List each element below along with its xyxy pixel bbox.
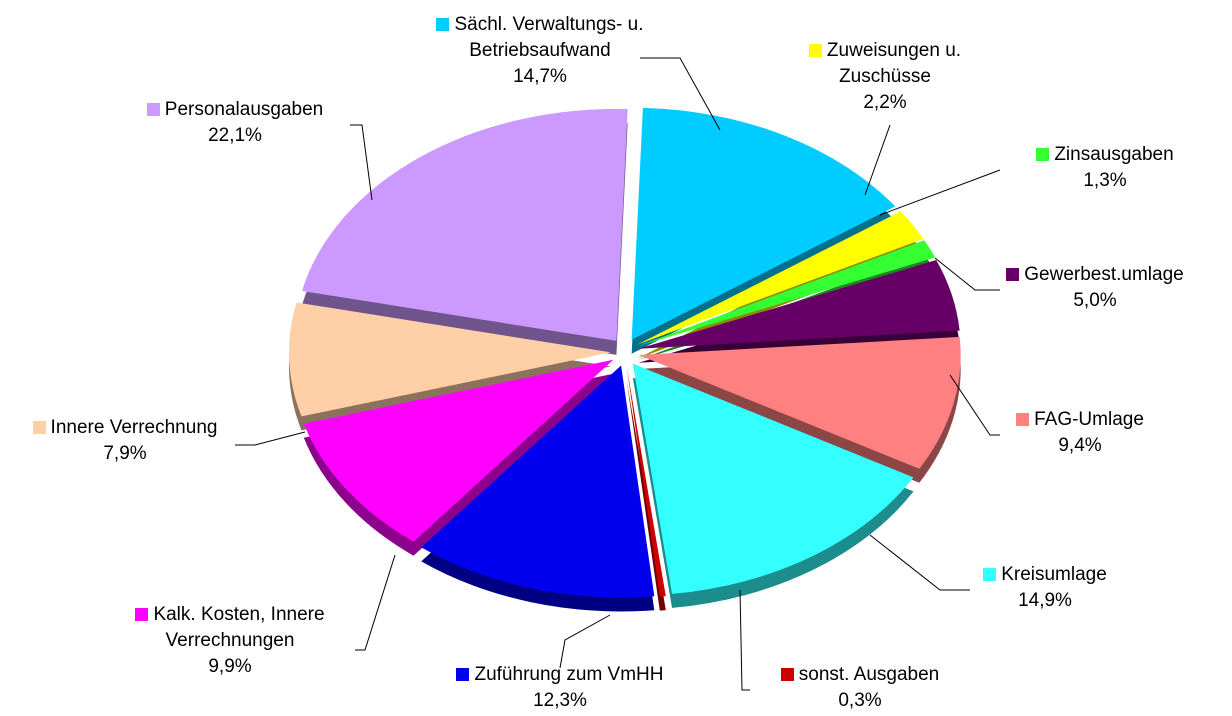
value-label: 12,3% (533, 690, 587, 711)
slice-label: FAG-Umlage 9,4% (980, 407, 1180, 459)
legend-key (983, 568, 997, 581)
legend-key (1036, 148, 1050, 161)
slice (631, 107, 896, 340)
slice (303, 359, 614, 542)
value-label: 9,9% (208, 656, 252, 677)
slice (636, 211, 924, 345)
leader-line (739, 589, 750, 691)
slice-label: Zuweisungen u. Zuschüsse 2,2% (785, 38, 985, 116)
value-label: 22,1% (208, 125, 262, 146)
value-label: 2,2% (863, 92, 907, 113)
slice-label: Gewerbest.umlage 5,0% (985, 262, 1205, 314)
legend-key (808, 44, 822, 57)
category-name: Kalk. Kosten, Innere Verrechnungen (153, 604, 325, 651)
category-name: Gewerbest.umlage (1024, 264, 1184, 285)
slice (638, 260, 960, 349)
legend-key (1006, 268, 1020, 281)
value-label: 14,7% (513, 66, 567, 87)
leader-line (355, 554, 396, 651)
slice-label: sonst. Ausgaben 0,3% (740, 662, 980, 714)
legend-key (780, 668, 794, 681)
category-name: Sächl. Verwaltungs- u. Betriebsaufwand (454, 14, 644, 61)
slice-label: Kalk. Kosten, Innere Verrechnungen 9,9% (100, 602, 360, 680)
slice (626, 365, 666, 597)
slice (632, 363, 914, 594)
leader-line (869, 534, 970, 591)
category-name: Zuführung zum VmHH (474, 664, 664, 685)
category-name: Innere Verrechnung (50, 417, 218, 438)
legend-key (436, 18, 450, 31)
slice-label: Zuführung zum VmHH 12,3% (420, 662, 700, 714)
value-label: 9,4% (1058, 435, 1102, 456)
value-label: 7,9% (103, 443, 147, 464)
category-name: sonst. Ausgaben (798, 664, 940, 685)
value-label: 0,3% (838, 690, 882, 711)
slice (301, 108, 628, 341)
legend-key (1016, 413, 1030, 426)
value-label: 14,9% (1018, 590, 1072, 611)
legend-key (32, 421, 46, 434)
category-name: FAG-Umlage (1034, 409, 1144, 430)
category-name: Zinsausgaben (1054, 144, 1174, 165)
leader-line (949, 374, 1000, 436)
legend-key (135, 608, 149, 621)
leader-line (640, 57, 721, 131)
slice-label: Sächl. Verwaltungs- u. Betriebsaufwand 14… (380, 12, 700, 90)
legend-key (456, 668, 470, 681)
value-label: 5,0% (1073, 290, 1117, 311)
value-label: 1,3% (1083, 170, 1127, 191)
slice (637, 240, 936, 347)
leader-line (235, 431, 306, 446)
category-name: Kreisumlage (1001, 564, 1107, 585)
leader-line (559, 614, 611, 669)
legend-key (146, 103, 160, 116)
slice-label: Zinsausgaben 1,3% (1005, 142, 1205, 194)
slice (421, 365, 655, 598)
slice-label: Kreisumlage 14,9% (945, 562, 1145, 614)
slice (289, 302, 612, 417)
leader-line (864, 124, 891, 196)
slice-label: Innere Verrechnung 7,9% (0, 415, 255, 467)
category-name: Zuweisungen u. Zuschüsse (826, 40, 962, 87)
slice-label: Personalausgaben 22,1% (105, 97, 365, 149)
leader-line (879, 169, 1001, 216)
slice (638, 336, 961, 469)
category-name: Personalausgaben (164, 99, 324, 120)
leader-line (934, 257, 1000, 291)
leader-line (350, 124, 373, 201)
